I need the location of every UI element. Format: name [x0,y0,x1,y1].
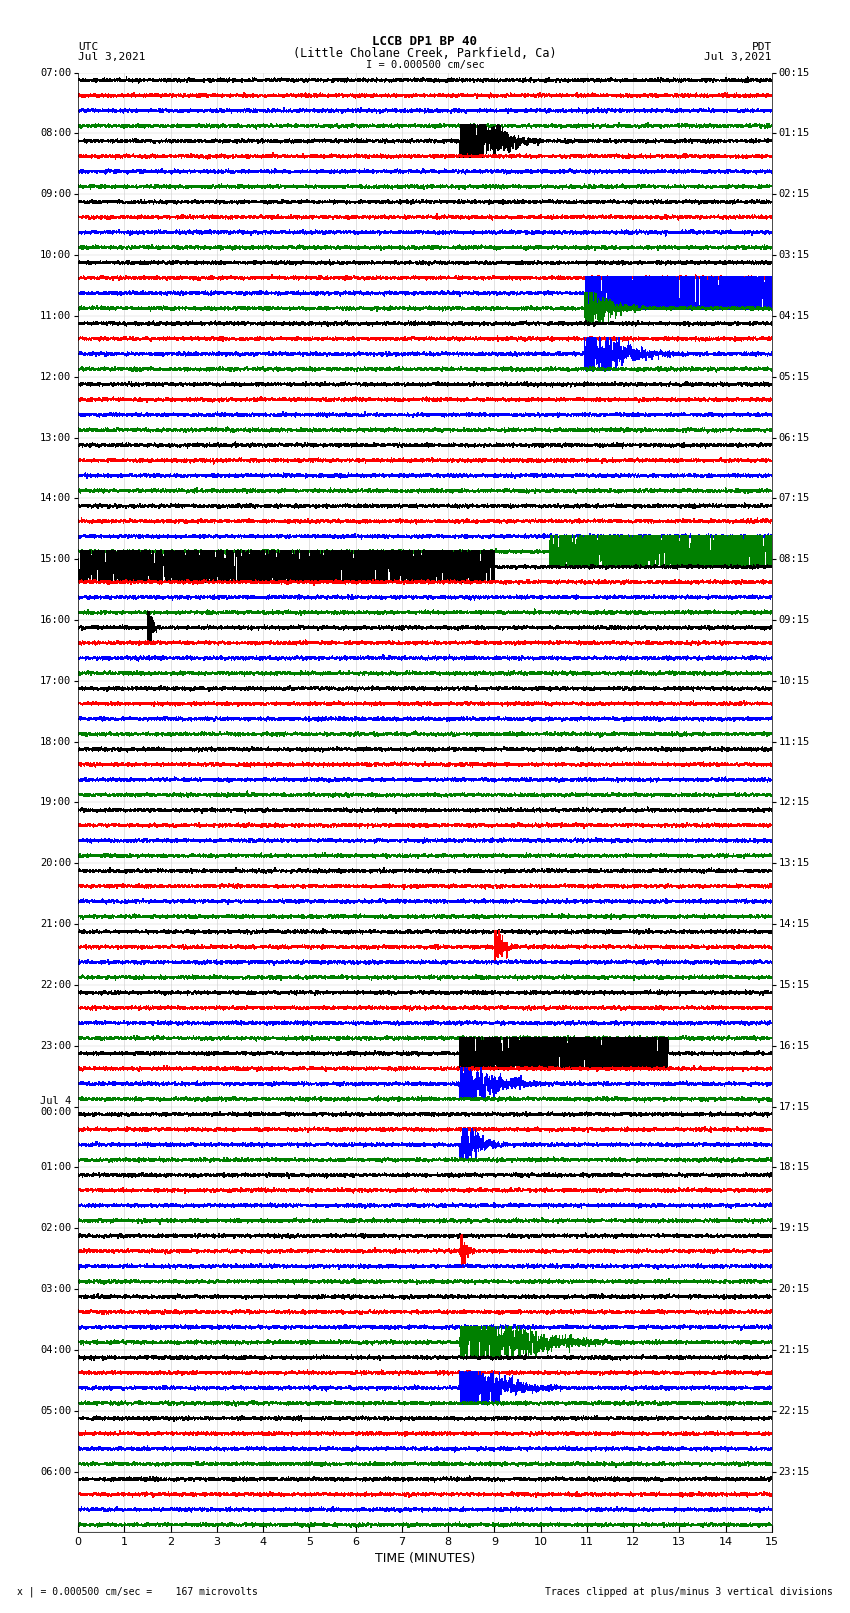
Text: Jul 3,2021: Jul 3,2021 [705,52,772,61]
Text: Traces clipped at plus/minus 3 vertical divisions: Traces clipped at plus/minus 3 vertical … [545,1587,833,1597]
Text: Jul 3,2021: Jul 3,2021 [78,52,145,61]
X-axis label: TIME (MINUTES): TIME (MINUTES) [375,1552,475,1565]
Text: x | = 0.000500 cm/sec =    167 microvolts: x | = 0.000500 cm/sec = 167 microvolts [17,1586,258,1597]
Text: LCCB DP1 BP 40: LCCB DP1 BP 40 [372,35,478,48]
Text: I = 0.000500 cm/sec: I = 0.000500 cm/sec [366,60,484,69]
Text: PDT: PDT [751,42,772,52]
Text: UTC: UTC [78,42,99,52]
Text: (Little Cholane Creek, Parkfield, Ca): (Little Cholane Creek, Parkfield, Ca) [293,47,557,60]
